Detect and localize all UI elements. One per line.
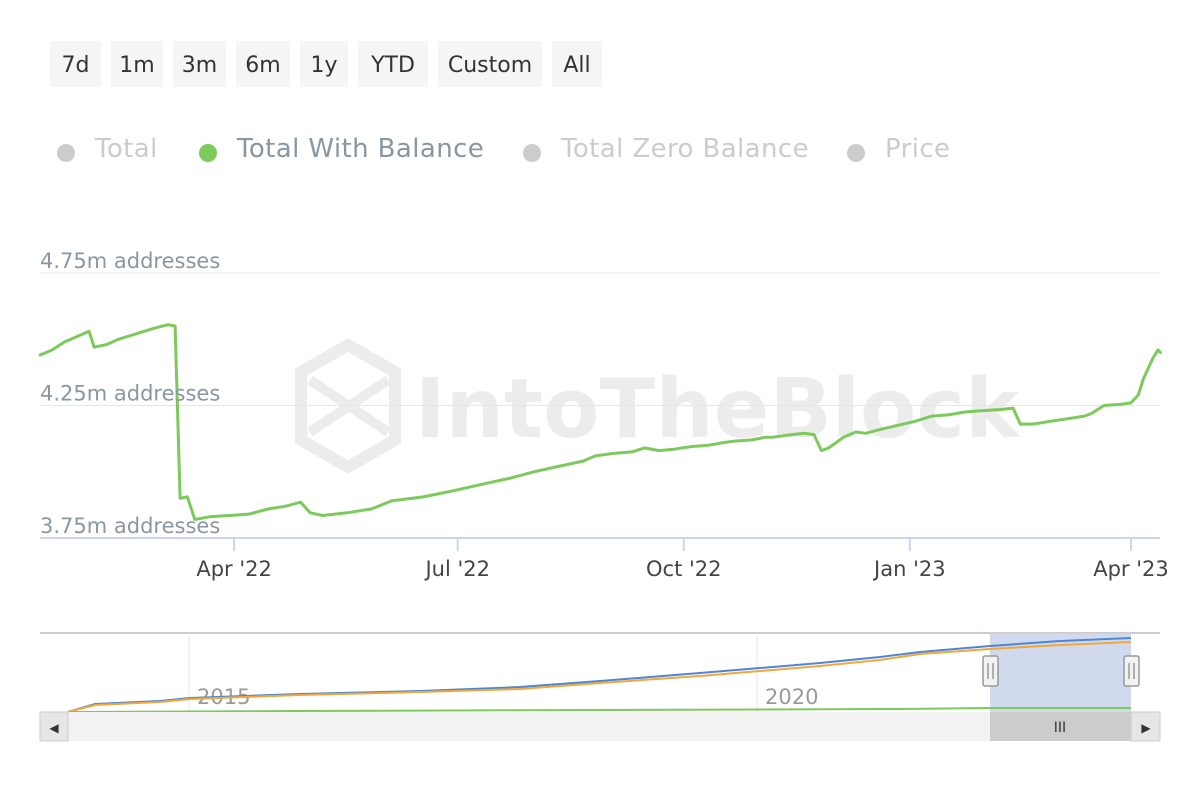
legend-dot-icon xyxy=(847,144,865,162)
scroll-right-arrow-icon: ▶ xyxy=(1141,721,1151,735)
range-6m-button[interactable]: 6m xyxy=(236,41,290,87)
watermark-text: IntoTheBlock xyxy=(415,362,1022,457)
scroll-left-arrow-icon: ◀ xyxy=(49,721,59,735)
x-tick-label: Apr '22 xyxy=(196,557,272,581)
range-ytd-button[interactable]: YTD xyxy=(358,41,428,87)
scrollbar-left-button[interactable] xyxy=(39,711,69,742)
range-all-button[interactable]: All xyxy=(552,41,602,87)
legend-label: Price xyxy=(885,134,951,164)
y-tick-label: 4.75m addresses xyxy=(40,249,220,273)
range-1y-button[interactable]: 1y xyxy=(300,41,348,87)
navigator-series-zero-balance xyxy=(67,641,1132,713)
x-tick-label: Jan '23 xyxy=(872,557,946,581)
series-line-total-with-balance xyxy=(38,323,1162,521)
x-tick-label: Apr '23 xyxy=(1093,557,1169,581)
navigator: 2015 2020 ◀ III ▶ xyxy=(39,632,1161,742)
navigator-series-with-balance xyxy=(67,707,1131,713)
legend-dot-icon xyxy=(199,144,217,162)
navigator-left-handle[interactable] xyxy=(982,655,999,687)
legend-dot-icon xyxy=(57,144,75,162)
y-tick-label: 4.25m addresses xyxy=(40,382,220,406)
navigator-year-label: 2020 xyxy=(765,685,818,709)
legend-label: Total With Balance xyxy=(237,134,485,164)
navigator-right-handle[interactable] xyxy=(1123,655,1140,687)
legend-label: Total Zero Balance xyxy=(561,134,809,164)
range-3m-button[interactable]: 3m xyxy=(173,41,226,87)
legend-dot-icon xyxy=(523,144,541,162)
scrollbar-track[interactable] xyxy=(40,712,1160,741)
range-7d-button[interactable]: 7d xyxy=(50,41,101,87)
range-custom-button[interactable]: Custom xyxy=(438,41,542,87)
x-tick-label: Jul '22 xyxy=(423,557,490,581)
range-1m-button[interactable]: 1m xyxy=(111,41,163,87)
navigator-selection[interactable] xyxy=(990,633,1131,712)
scrollbar-right-button[interactable] xyxy=(1130,711,1161,742)
legend-label: Total xyxy=(95,134,158,164)
scrollbar-grip-icon: III xyxy=(1054,720,1066,736)
y-tick-label: 3.75m addresses xyxy=(40,514,220,538)
main-chart: IntoTheBlock Apr '22 Jul '22 Oct '22 Jan '2… xyxy=(38,249,1169,581)
scrollbar-thumb[interactable] xyxy=(990,712,1131,741)
x-tick-label: Oct '22 xyxy=(646,557,721,581)
chart-legend: Total Total With Balance Total Zero Bala… xyxy=(0,130,1200,170)
